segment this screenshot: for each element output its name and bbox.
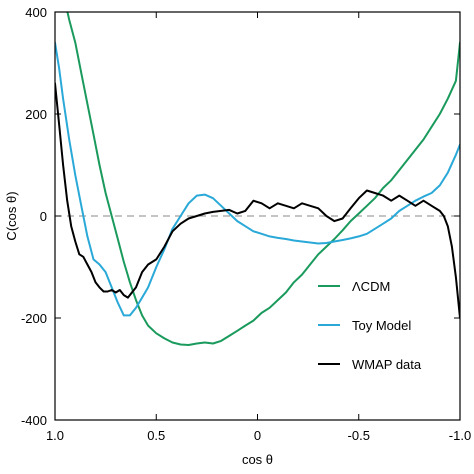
y-tick-label: 200 [25,107,47,122]
axis-ticks: 1.0 0.5 0 -0.5 -1.0 -400 -200 0 200 400 [21,5,471,443]
series-line-3 [55,82,460,319]
legend: ΛCDM Toy Model WMAP data [318,279,422,372]
x-tick-label: -0.5 [348,428,370,443]
series-line-1 [66,12,460,346]
x-tick-label: 0.5 [147,428,165,443]
x-tick-label: -1.0 [449,428,471,443]
y-tick-label: -200 [21,311,47,326]
legend-label: ΛCDM [352,279,390,294]
series-layer [55,12,460,346]
x-tick-label: 0 [254,428,261,443]
x-axis-label: cos θ [242,452,273,467]
y-tick-label: -400 [21,413,47,428]
legend-label: Toy Model [352,318,411,333]
series-line-2 [55,41,460,317]
y-axis-label: C(cos θ) [4,191,19,240]
x-tick-label: 1.0 [46,428,64,443]
y-tick-label: 400 [25,5,47,20]
legend-label: WMAP data [352,357,422,372]
y-tick-label: 0 [40,209,47,224]
